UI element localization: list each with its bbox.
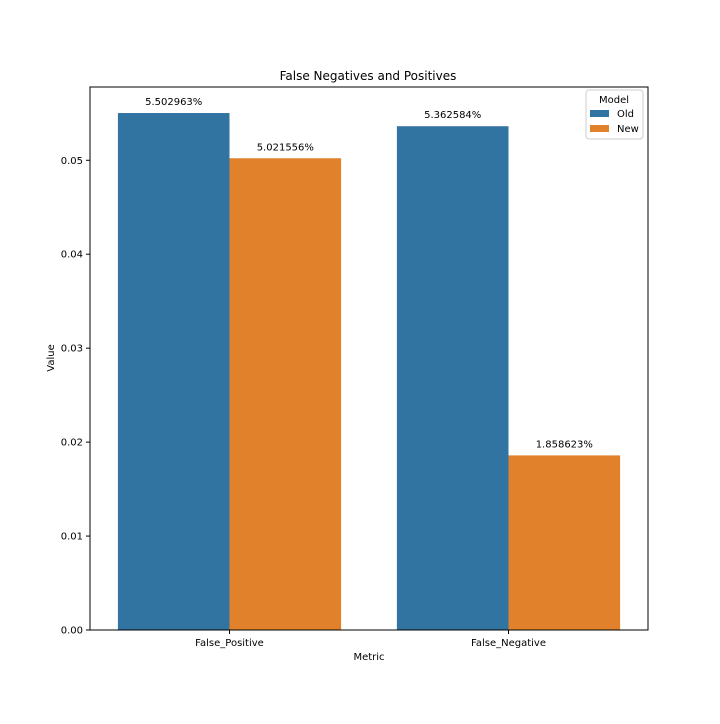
- bars-layer: [117, 113, 621, 631]
- bar-old-false-negative: [396, 126, 509, 631]
- legend-swatch-old: [590, 110, 609, 117]
- y-tick-label: 0.04: [61, 250, 83, 261]
- bar-new-false-negative: [508, 455, 621, 630]
- bar-new-false-positive: [229, 158, 342, 630]
- bar-old-false-positive: [117, 113, 230, 630]
- x-tick-label: False_Positive: [195, 638, 264, 649]
- legend-label-old: Old: [617, 109, 634, 120]
- bar-value-label: 5.362584%: [424, 110, 481, 121]
- y-tick-label: 0.03: [61, 344, 83, 355]
- y-axis-ticks: 0.00 0.01 0.02 0.03 0.04 0.05: [61, 156, 90, 637]
- legend-label-new: New: [617, 124, 639, 135]
- bar-value-label: 1.858623%: [536, 439, 593, 450]
- y-tick-label: 0.02: [61, 438, 83, 449]
- y-tick-label: 0.01: [61, 532, 83, 543]
- y-axis-label: Value: [46, 344, 57, 371]
- x-axis-ticks: False_Positive False_Negative: [195, 630, 546, 649]
- chart-title: False Negatives and Positives: [280, 69, 457, 83]
- legend-swatch-new: [590, 125, 609, 132]
- bar-value-label: 5.021556%: [257, 142, 314, 153]
- legend-title: Model: [599, 95, 629, 106]
- y-tick-label: 0.00: [61, 626, 83, 637]
- y-tick-label: 0.05: [61, 156, 83, 167]
- x-axis-label: Metric: [353, 652, 384, 663]
- bar-labels-layer: 5.502963% 5.021556% 5.362584% 1.858623%: [145, 97, 593, 450]
- legend-items: Old New: [590, 109, 639, 135]
- plot-frame: [89, 86, 649, 631]
- x-tick-label: False_Negative: [471, 638, 546, 649]
- legend: Model Old New: [585, 89, 644, 140]
- bar-value-label: 5.502963%: [145, 97, 202, 108]
